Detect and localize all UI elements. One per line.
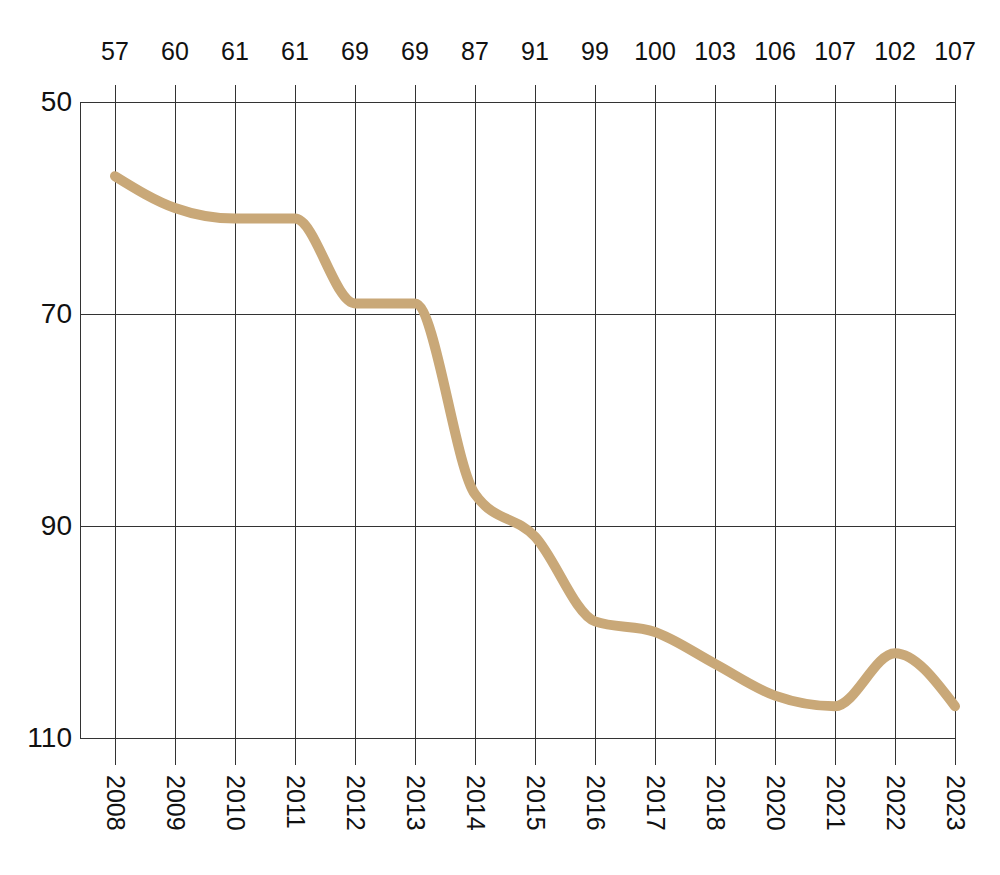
- x-tick: 2020: [762, 85, 790, 831]
- x-tick-label: 2020: [762, 775, 790, 831]
- x-tick-label: 2021: [822, 775, 850, 831]
- x-tick: 2021: [822, 85, 850, 831]
- x-tick: 2009: [162, 85, 190, 831]
- grid-line: [955, 85, 956, 765]
- plot-area: [115, 176, 955, 706]
- x-tick-label: 2008: [102, 775, 130, 831]
- x-tick-label: 2022: [882, 775, 910, 831]
- grid-line: [895, 85, 896, 765]
- x-tick-label: 2012: [342, 775, 370, 831]
- line: [115, 176, 955, 706]
- x-tick: 2013: [402, 85, 430, 831]
- grid-line: [775, 85, 776, 765]
- data-label: 103: [694, 37, 736, 65]
- x-tick: 2017: [642, 85, 670, 831]
- x-tick: 2011: [282, 85, 310, 829]
- x-tick: 2015: [522, 85, 550, 831]
- grid-line: [235, 85, 236, 765]
- x-axis: 2008 2009 2010 2011 2012 2013 2014 2015 2016 2017…: [102, 85, 970, 831]
- data-label: 69: [341, 37, 369, 65]
- data-label: 57: [101, 37, 129, 65]
- data-label: 107: [934, 37, 976, 65]
- data-label: 106: [754, 37, 796, 65]
- y-tick-label: 110: [27, 722, 72, 753]
- x-tick-label: 2013: [402, 775, 430, 831]
- data-label: 102: [874, 37, 916, 65]
- x-tick: 2012: [342, 85, 370, 831]
- x-tick-label: 2016: [582, 775, 610, 831]
- data-label: 107: [814, 37, 856, 65]
- x-tick-label: 2009: [162, 775, 190, 831]
- x-tick-label: 2015: [522, 775, 550, 831]
- x-tick: 2008: [102, 85, 130, 831]
- x-tick: 2023: [942, 85, 970, 831]
- x-tick-label: 2023: [942, 775, 970, 831]
- data-label: 61: [281, 37, 309, 65]
- y-axis-line: [81, 103, 956, 739]
- data-label: 61: [221, 37, 249, 65]
- x-axis-line: [116, 85, 956, 766]
- data-labels: 57 60 61 61 69 69 87 91 99 100 103 106 107 102 107: [101, 37, 976, 65]
- x-tick: 2010: [222, 85, 250, 831]
- x-tick-label: 2017: [642, 775, 670, 831]
- grid-line: [175, 85, 176, 765]
- x-tick: 2016: [582, 85, 610, 831]
- y-tick-label: 50: [41, 86, 72, 117]
- y-tick: 50: [41, 86, 955, 117]
- y-axis: 50 70 90 110: [27, 86, 955, 753]
- grid-line: [595, 85, 596, 765]
- x-tick-label: 2011: [282, 775, 310, 829]
- grid-line: [655, 85, 656, 765]
- x-tick: 2018: [702, 85, 730, 831]
- y-tick: 70: [41, 298, 955, 329]
- grid-line: [835, 85, 836, 765]
- grid-line: [80, 102, 955, 103]
- x-tick-label: 2010: [222, 775, 250, 831]
- grid-line: [80, 314, 955, 315]
- grid-line: [535, 85, 536, 765]
- y-tick-label: 90: [41, 510, 72, 541]
- grid-line: [115, 85, 116, 765]
- y-tick: 110: [27, 722, 955, 753]
- data-label: 99: [581, 37, 609, 65]
- x-tick-label: 2018: [702, 775, 730, 831]
- data-label: 91: [521, 37, 549, 65]
- data-label: 60: [161, 37, 189, 65]
- grid-line: [80, 738, 955, 739]
- grid-line: [415, 85, 416, 765]
- chart: 50 70 90 110 2008 2009 2010 2011 2012 2013 2014 201…: [0, 0, 1000, 875]
- grid-line: [475, 85, 476, 765]
- data-label: 100: [634, 37, 676, 65]
- y-tick-label: 70: [41, 298, 72, 329]
- grid-line: [295, 85, 296, 765]
- data-label: 69: [401, 37, 429, 65]
- x-tick-label: 2014: [462, 775, 490, 831]
- grid-line: [355, 85, 356, 765]
- data-label: 87: [461, 37, 489, 65]
- x-tick: 2022: [882, 85, 910, 831]
